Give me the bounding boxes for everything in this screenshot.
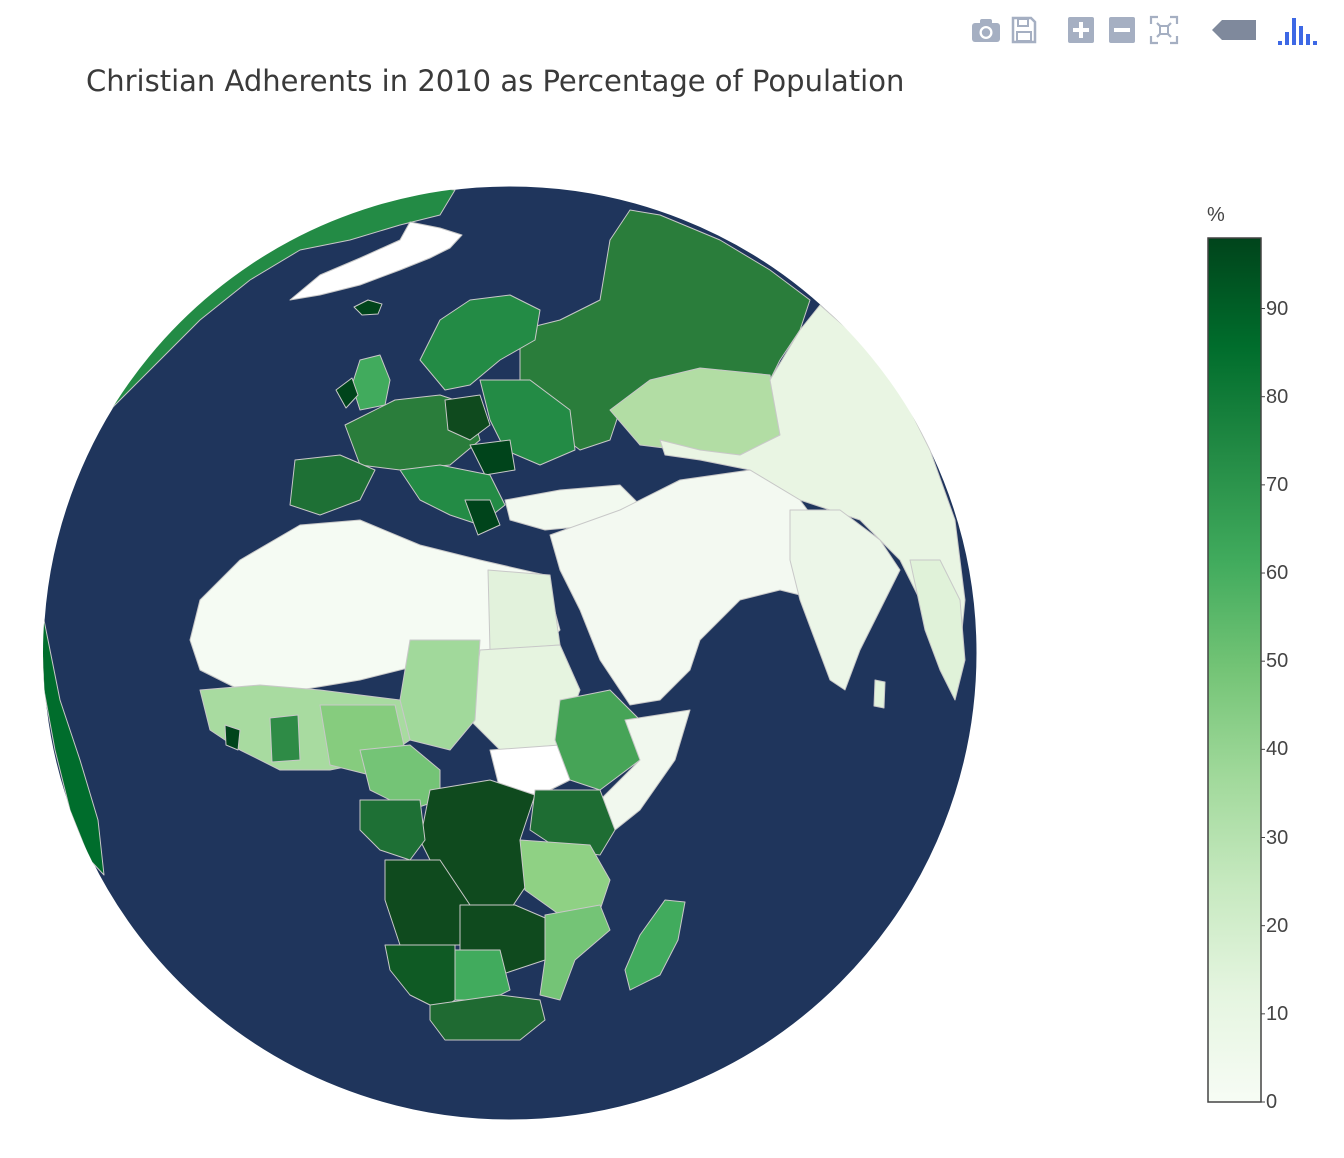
- region-south-africa[interactable]: [429, 994, 546, 1041]
- region-scandinavia[interactable]: [419, 294, 541, 391]
- region-somalia[interactable]: [599, 709, 691, 831]
- region-botswana[interactable]: [454, 949, 511, 1001]
- chart-title: Christian Adherents in 2010 as Percentag…: [86, 64, 905, 98]
- colorbar-tick-label: 90: [1266, 297, 1289, 320]
- hover-label-icon[interactable]: [1212, 12, 1258, 48]
- zoom-in-icon[interactable]: [1063, 12, 1099, 48]
- region-ethiopia[interactable]: [554, 689, 641, 791]
- reset-view-icon[interactable]: [1146, 12, 1182, 48]
- region-egypt[interactable]: [487, 569, 561, 651]
- region-ireland[interactable]: [335, 377, 359, 409]
- colorbar-tick-label: 60: [1266, 562, 1289, 585]
- colorbar-fill: [1207, 237, 1262, 1103]
- region-mozambique[interactable]: [539, 904, 611, 1001]
- camera-icon[interactable]: [968, 12, 1004, 48]
- region-ghana[interactable]: [269, 714, 301, 763]
- region-sri-lanka[interactable]: [873, 679, 886, 709]
- region-russia[interactable]: [519, 209, 811, 451]
- plotly-logo-icon[interactable]: [1277, 12, 1321, 48]
- colorbar-tick-label: 40: [1266, 738, 1289, 761]
- save-icon[interactable]: [1006, 12, 1042, 48]
- region-iberia[interactable]: [289, 454, 376, 516]
- zoom-out-icon[interactable]: [1104, 12, 1140, 48]
- colorbar: [1207, 237, 1262, 1103]
- region-iceland[interactable]: [353, 299, 383, 316]
- colorbar-tick-label: 0: [1266, 1091, 1278, 1113]
- region-kenya[interactable]: [529, 789, 616, 856]
- colorbar-tick-label: 30: [1266, 826, 1289, 849]
- region-poland[interactable]: [444, 394, 491, 441]
- region-greece[interactable]: [464, 499, 501, 536]
- colorbar-tick-label: 80: [1266, 385, 1289, 408]
- region-romania[interactable]: [469, 439, 516, 476]
- region-americas[interactable]: [40, 599, 105, 876]
- modebar: [0, 12, 1344, 52]
- region-southeast-asia[interactable]: [909, 559, 966, 701]
- colorbar-tick-label: 50: [1266, 650, 1289, 673]
- colorbar-tick-label: 20: [1266, 914, 1289, 937]
- region-middle-east[interactable]: [549, 469, 861, 706]
- colorbar-tick-label: 10: [1266, 1002, 1289, 1025]
- region-liberia[interactable]: [224, 724, 241, 751]
- colorbar-tick-label: 70: [1266, 473, 1289, 496]
- region-greenland[interactable]: [289, 221, 463, 301]
- region-madagascar[interactable]: [624, 899, 686, 991]
- region-india[interactable]: [789, 509, 901, 691]
- colorbar-title: %: [1207, 204, 1225, 226]
